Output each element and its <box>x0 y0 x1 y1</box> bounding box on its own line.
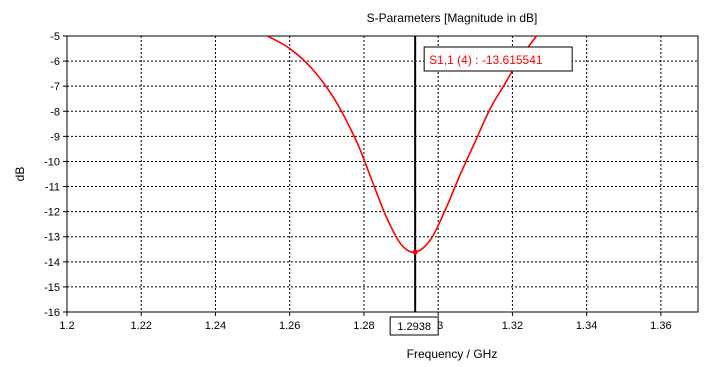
y-axis-label: dB <box>13 167 27 182</box>
y-tick-label: -11 <box>45 182 60 194</box>
plot-frame <box>66 35 699 313</box>
x-tick-label: 1.32 <box>502 320 523 332</box>
x-tick-label: 1.2 <box>59 320 74 332</box>
y-tick-label: -7 <box>50 81 60 93</box>
y-tick-label: -5 <box>50 31 60 43</box>
x-tick-labels: 1.2 1.22 1.24 1.26 1.28 3 1.32 1.34 1.36 <box>59 320 671 332</box>
marker-x-label-box <box>389 316 439 336</box>
y-tick-label: -15 <box>44 282 60 294</box>
marker-x-label: 1.2938 <box>397 321 431 333</box>
marker-point <box>412 249 418 255</box>
y-tick-label: -16 <box>44 307 60 319</box>
y-tick-labels: -5 -6 -7 -8 -9 -10 -11 -12 -13 -14 -15 -16 <box>44 31 60 319</box>
y-tick-label: -14 <box>44 257 60 269</box>
chart-title: S-Parameters [Magnitude in dB] <box>367 11 538 25</box>
x-axis-label: Frequency / GHz <box>407 347 498 361</box>
x-tick-label: 1.36 <box>650 320 671 332</box>
marker-group: S1,1 (4) : -13.615541 1.2938 <box>389 36 573 336</box>
y-tick-label: -13 <box>44 232 60 244</box>
y-tick-label: -8 <box>50 106 60 118</box>
x-tick-label: 1.28 <box>353 320 374 332</box>
x-tick-label: 1.24 <box>205 320 226 332</box>
marker-readout-box <box>423 46 573 72</box>
x-tick-label: 1.22 <box>131 320 152 332</box>
y-tick-label: -6 <box>50 56 60 68</box>
x-tick-label: 3 <box>437 320 443 332</box>
y-tick-label: -9 <box>50 131 60 143</box>
x-tick-label: 1.26 <box>279 320 300 332</box>
grid-lines <box>63 35 698 316</box>
marker-readout-text: S1,1 (4) : -13.615541 <box>429 53 543 67</box>
x-tick-label: 1.34 <box>576 320 597 332</box>
y-tick-label: -10 <box>44 156 60 168</box>
y-tick-label: -12 <box>44 207 60 219</box>
